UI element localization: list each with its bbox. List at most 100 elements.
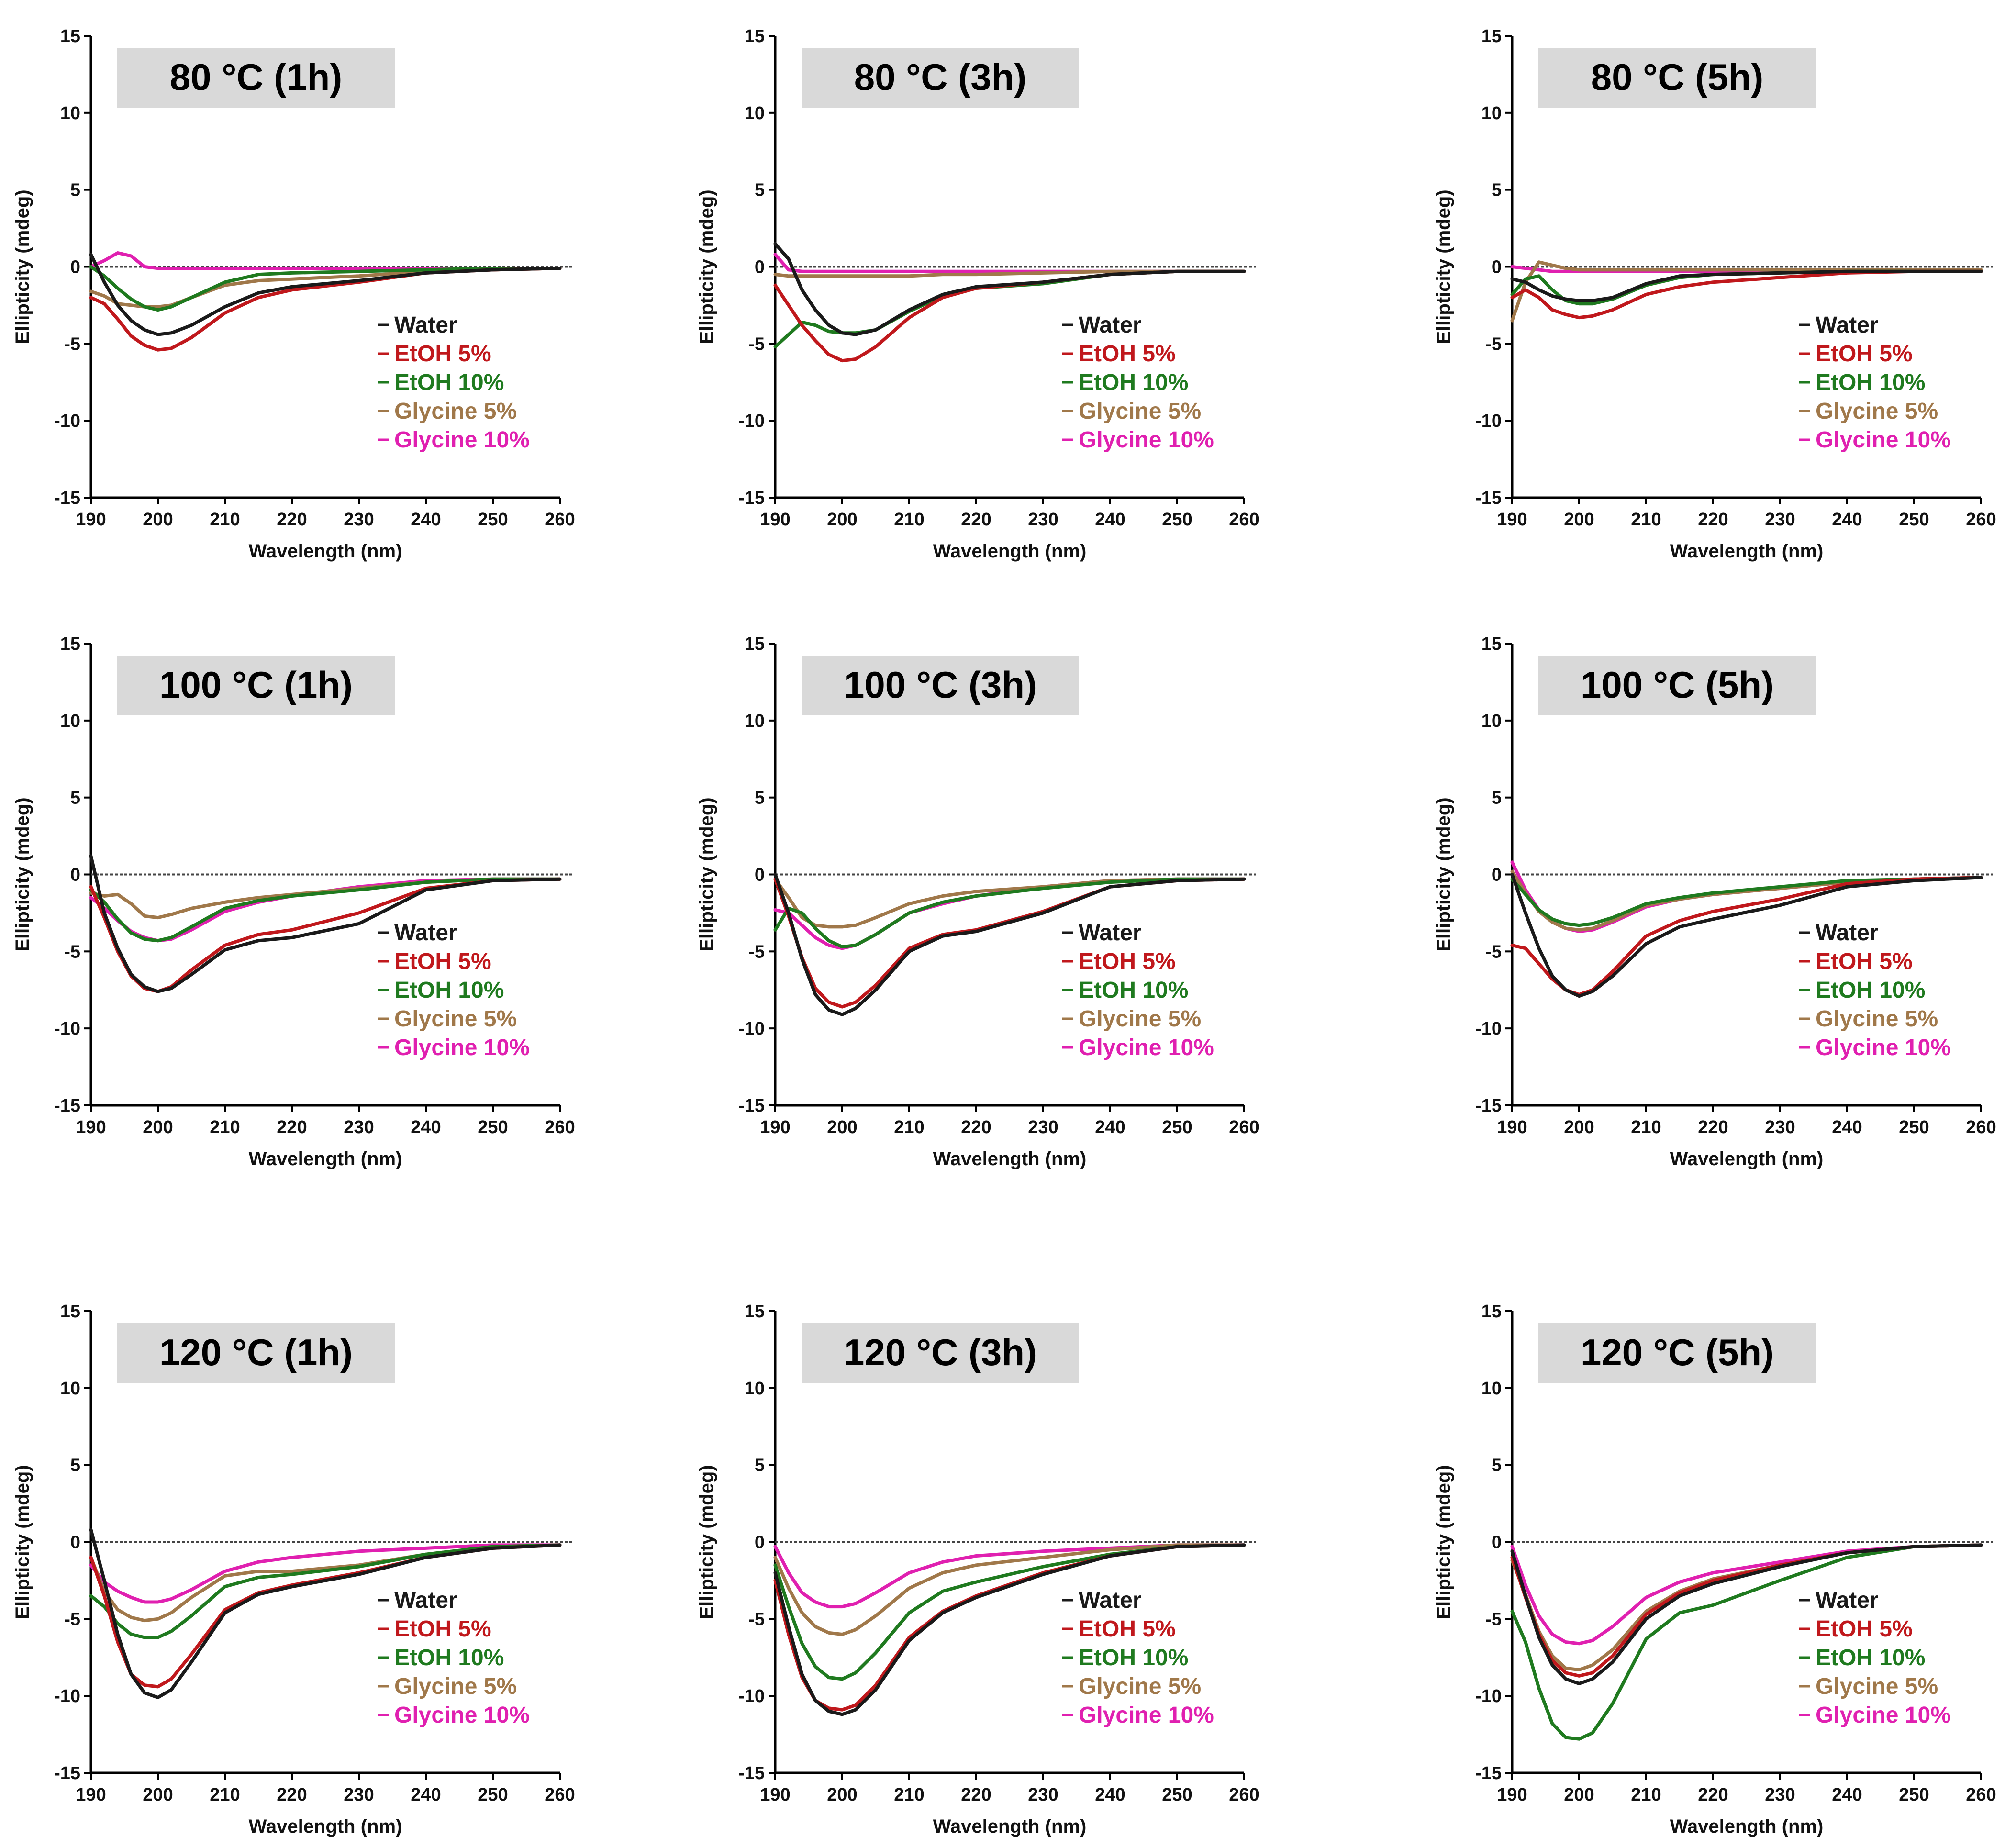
legend-label: Glycine 5% bbox=[1079, 1674, 1201, 1699]
x-tick-label: 210 bbox=[210, 1117, 240, 1137]
y-tick-label: -5 bbox=[748, 942, 765, 962]
x-axis-title: Wavelength (nm) bbox=[933, 1816, 1087, 1837]
x-tick-label: 250 bbox=[478, 1785, 508, 1805]
x-tick-label: 230 bbox=[344, 1117, 374, 1137]
legend-label: Glycine 5% bbox=[1816, 399, 1938, 424]
series-line-water bbox=[89, 253, 562, 336]
y-tick-label: 15 bbox=[745, 1302, 765, 1322]
legend-label: EtOH 5% bbox=[1079, 949, 1176, 974]
x-tick-label: 190 bbox=[1497, 510, 1527, 530]
series-line-glycine-10- bbox=[89, 1543, 562, 1604]
x-tick-label: 200 bbox=[143, 510, 173, 530]
legend-label: EtOH 5% bbox=[1816, 341, 1913, 367]
series-line-water bbox=[773, 1543, 1246, 1716]
y-tick-label: 0 bbox=[1492, 865, 1502, 885]
y-tick-label: 0 bbox=[1492, 257, 1502, 278]
y-tick-label: -10 bbox=[738, 1686, 765, 1706]
series-line-glycine-10- bbox=[773, 1543, 1246, 1609]
y-tick-label: 15 bbox=[60, 1302, 80, 1322]
y-tick-label: 5 bbox=[755, 788, 765, 808]
x-tick-label: 190 bbox=[76, 1785, 106, 1805]
y-tick-label: -5 bbox=[1485, 942, 1502, 962]
y-tick-label: -15 bbox=[738, 1096, 765, 1116]
y-tick-label: -10 bbox=[1475, 411, 1502, 431]
legend-label: EtOH 5% bbox=[1079, 1616, 1176, 1642]
legend-label: Glycine 5% bbox=[1816, 1674, 1938, 1699]
x-tick-label: 200 bbox=[1564, 1785, 1594, 1805]
series-line-glycine-10- bbox=[89, 251, 562, 270]
y-tick-label: -10 bbox=[54, 1019, 80, 1039]
y-tick-label: -5 bbox=[64, 1609, 80, 1629]
y-axis-title: Ellipticity (mdeg) bbox=[1433, 189, 1454, 344]
y-tick-label: -10 bbox=[738, 411, 765, 431]
x-tick-label: 250 bbox=[478, 1117, 508, 1137]
x-tick-label: 230 bbox=[1028, 1117, 1058, 1137]
y-tick-label: -15 bbox=[1475, 1096, 1502, 1116]
legend-label: EtOH 10% bbox=[1079, 1645, 1188, 1670]
y-tick-label: -15 bbox=[54, 1763, 80, 1783]
legend-label: Glycine 5% bbox=[394, 1006, 517, 1032]
series-line-water bbox=[773, 873, 1246, 1016]
legend-label: EtOH 5% bbox=[394, 341, 491, 367]
y-tick-label: 5 bbox=[1492, 788, 1502, 808]
x-tick-label: 240 bbox=[411, 1117, 441, 1137]
panel-title: 120 °C (5h) bbox=[1581, 1331, 1774, 1373]
legend-label: EtOH 10% bbox=[394, 1645, 504, 1670]
y-tick-label: -5 bbox=[1485, 334, 1502, 354]
x-tick-label: 230 bbox=[1028, 1785, 1058, 1805]
y-tick-label: 15 bbox=[745, 634, 765, 654]
y-axis-title: Ellipticity (mdeg) bbox=[12, 189, 33, 344]
x-tick-label: 250 bbox=[1162, 1785, 1192, 1805]
x-tick-label: 200 bbox=[827, 1117, 857, 1137]
x-tick-label: 190 bbox=[760, 1117, 790, 1137]
y-tick-label: 5 bbox=[70, 788, 80, 808]
legend-label: Glycine 10% bbox=[1079, 1035, 1214, 1060]
x-axis-title: Wavelength (nm) bbox=[1670, 1148, 1824, 1169]
y-tick-label: 5 bbox=[70, 1456, 80, 1476]
x-tick-label: 240 bbox=[1095, 1785, 1125, 1805]
y-tick-label: 0 bbox=[755, 1533, 765, 1553]
legend-label: Glycine 10% bbox=[1079, 427, 1214, 453]
legend-label: Water bbox=[1079, 1588, 1142, 1613]
legend-label: EtOH 5% bbox=[394, 1616, 491, 1642]
panel-title-box bbox=[802, 1323, 1079, 1383]
x-tick-label: 200 bbox=[143, 1117, 173, 1137]
y-tick-label: 10 bbox=[60, 103, 80, 123]
legend-label: EtOH 10% bbox=[1079, 370, 1188, 395]
legend-label: Glycine 10% bbox=[394, 1703, 530, 1728]
y-tick-label: 15 bbox=[1481, 26, 1502, 46]
legend-label: EtOH 5% bbox=[1079, 341, 1176, 367]
x-tick-label: 260 bbox=[545, 510, 575, 530]
y-tick-label: -10 bbox=[54, 411, 80, 431]
series-line-etoh-5- bbox=[1510, 876, 1983, 996]
legend-label: Glycine 5% bbox=[394, 399, 517, 424]
legend-label: EtOH 10% bbox=[394, 370, 504, 395]
y-tick-label: 5 bbox=[1492, 1456, 1502, 1476]
panel-title: 80 °C (1h) bbox=[170, 56, 343, 98]
series-line-etoh-10- bbox=[773, 1543, 1246, 1681]
legend-label: Glycine 5% bbox=[1816, 1006, 1938, 1032]
y-tick-label: -5 bbox=[748, 1609, 765, 1629]
x-tick-label: 220 bbox=[1698, 510, 1728, 530]
panel-title-box bbox=[117, 48, 395, 108]
x-tick-label: 220 bbox=[961, 1117, 991, 1137]
panel-title-box bbox=[117, 656, 395, 715]
y-tick-label: 0 bbox=[755, 865, 765, 885]
x-tick-label: 230 bbox=[1765, 1785, 1795, 1805]
x-tick-label: 250 bbox=[1899, 1117, 1929, 1137]
legend-label: EtOH 5% bbox=[1816, 1616, 1913, 1642]
series-line-water bbox=[1510, 1543, 1983, 1685]
panel-title-box bbox=[117, 1323, 395, 1383]
series-line-water bbox=[89, 1528, 562, 1699]
x-tick-label: 250 bbox=[478, 510, 508, 530]
series-line-glycine-10- bbox=[1510, 1543, 1983, 1646]
y-tick-label: 0 bbox=[755, 257, 765, 278]
panel-title-box bbox=[802, 48, 1079, 108]
legend-label: Water bbox=[394, 920, 457, 946]
x-tick-label: 200 bbox=[1564, 1117, 1594, 1137]
